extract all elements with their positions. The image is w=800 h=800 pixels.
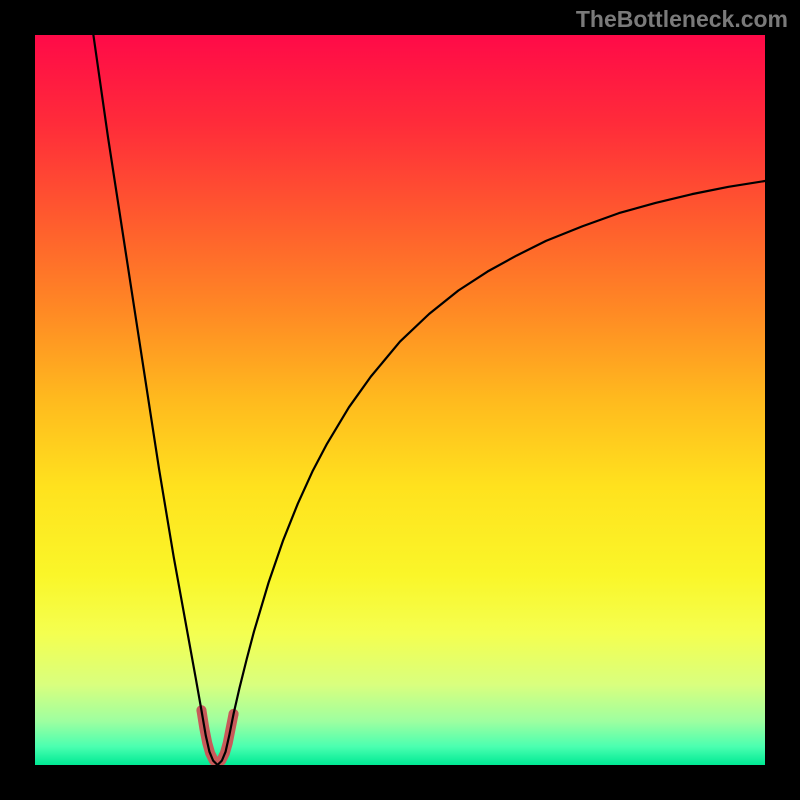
gradient-background <box>35 35 765 765</box>
bottleneck-curve-chart <box>35 35 765 765</box>
watermark-text: TheBottleneck.com <box>576 6 788 33</box>
plot-area <box>35 35 765 765</box>
chart-frame: TheBottleneck.com <box>0 0 800 800</box>
